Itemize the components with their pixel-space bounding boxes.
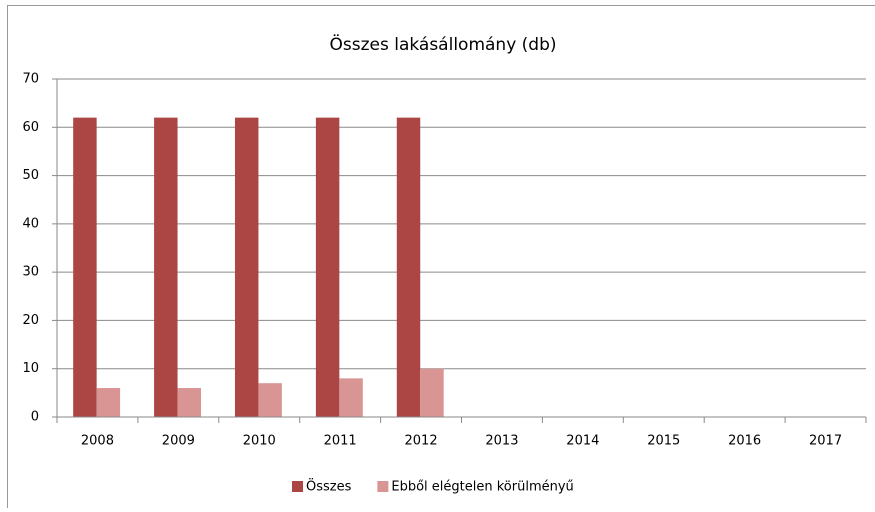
- x-tick-label: 2015: [647, 434, 680, 449]
- x-tick-label: 2011: [324, 434, 357, 449]
- y-tick-label: 70: [22, 72, 39, 87]
- x-tick-label: 2009: [162, 434, 195, 449]
- x-tick-label: 2017: [809, 434, 842, 449]
- y-tick-label: 50: [22, 168, 39, 183]
- bar: [73, 118, 96, 417]
- bar: [420, 369, 443, 417]
- x-tick-label: 2014: [566, 434, 599, 449]
- chart-title: Összes lakásállomány (db): [329, 33, 556, 55]
- x-tick-label: 2013: [485, 434, 518, 449]
- bar: [316, 118, 339, 417]
- y-tick-label: 10: [22, 361, 39, 376]
- bar: [178, 388, 201, 417]
- bar: [235, 118, 258, 417]
- legend-swatch: [377, 481, 388, 492]
- bar: [339, 378, 362, 417]
- y-tick-label: 60: [22, 120, 39, 135]
- legend-label: Ebből elégtelen körülményű: [391, 480, 573, 495]
- x-tick-label: 2010: [243, 434, 276, 449]
- y-tick-label: 40: [22, 216, 39, 231]
- bar: [97, 388, 120, 417]
- bar: [154, 118, 177, 417]
- x-tick-label: 2008: [81, 434, 114, 449]
- legend-label: Összes: [306, 478, 352, 495]
- bar: [397, 118, 420, 417]
- x-tick-label: 2012: [405, 434, 438, 449]
- y-tick-label: 0: [31, 410, 39, 425]
- legend-swatch: [292, 481, 303, 492]
- bar: [258, 383, 281, 417]
- x-tick-label: 2016: [728, 434, 761, 449]
- y-tick-label: 20: [22, 313, 39, 328]
- y-tick-label: 30: [22, 265, 39, 280]
